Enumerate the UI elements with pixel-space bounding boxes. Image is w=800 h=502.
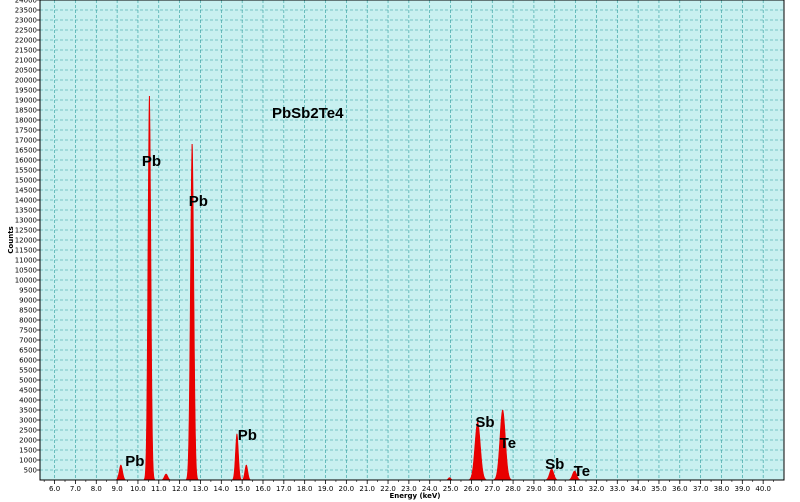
x-tick-label: 16.0 (255, 485, 271, 493)
y-tick-label: 11000 (15, 257, 37, 265)
x-tick-label: 26.0 (464, 485, 480, 493)
x-tick-label: 8.0 (91, 485, 102, 493)
x-tick-label: 39.0 (735, 485, 751, 493)
y-tick-label: 14500 (15, 187, 37, 195)
y-tick-label: 11500 (15, 247, 37, 255)
x-tick-label: 21.0 (359, 485, 375, 493)
peak-label: Te (500, 435, 516, 452)
peak-label: Pb (238, 427, 257, 444)
peak-label: Sb (475, 414, 494, 431)
x-tick-label: 35.0 (651, 485, 667, 493)
y-tick-label: 10500 (15, 267, 37, 275)
y-tick-label: 21500 (15, 47, 37, 55)
y-tick-label: 3500 (19, 407, 37, 415)
y-tick-label: 5500 (19, 367, 37, 375)
y-tick-label: 24000 (15, 0, 37, 5)
x-tick-label: 23.0 (401, 485, 417, 493)
y-tick-label: 19500 (15, 87, 37, 95)
y-tick-label: 1500 (19, 447, 37, 455)
y-tick-label: 9000 (19, 297, 37, 305)
x-tick-label: 18.0 (297, 485, 313, 493)
x-tick-label: 12.0 (172, 485, 188, 493)
y-tick-label: 3000 (19, 417, 37, 425)
y-tick-label: 6000 (19, 357, 37, 365)
y-axis-title: Counts (7, 226, 15, 253)
y-tick-label: 7500 (19, 327, 37, 335)
y-tick-label: 15000 (15, 177, 37, 185)
peak-label: Sb (545, 456, 564, 473)
peak-annotations: Pb Pb Pb Pb Sb Te Sb Te (125, 153, 590, 480)
y-tick-label: 17000 (15, 137, 37, 145)
y-axis: 500 1000 1500 2000 2500 3000 3500 4000 4500 5000 5… (15, 0, 40, 475)
x-tick-label: 7.0 (70, 485, 81, 493)
peak-label: Pb (189, 193, 208, 210)
x-tick-label: 14.0 (214, 485, 230, 493)
x-tick-label: 19.0 (318, 485, 334, 493)
x-tick-label: 13.0 (193, 485, 209, 493)
x-tick-label: 33.0 (609, 485, 625, 493)
grid-lines (40, 0, 784, 480)
y-tick-label: 19000 (15, 97, 37, 105)
x-tick-label: 11.0 (151, 485, 167, 493)
peak-label: Pb (142, 153, 161, 170)
y-tick-label: 5000 (19, 377, 37, 385)
y-tick-label: 500 (24, 467, 37, 475)
x-tick-label: 25.0 (443, 485, 459, 493)
y-tick-label: 6500 (19, 347, 37, 355)
y-tick-label: 22000 (15, 37, 37, 45)
y-tick-label: 12500 (15, 227, 37, 235)
y-tick-label: 14000 (15, 197, 37, 205)
x-tick-label: 27.0 (484, 485, 500, 493)
x-tick-label: 15.0 (234, 485, 250, 493)
x-tick-label: 40.0 (755, 485, 771, 493)
chart-title: PbSb2Te4 (272, 105, 344, 122)
x-axis: 6.0 7.0 8.0 9.0 10.0 11.0 12.0 13.0 14.0 15.0 16.0… (43, 480, 774, 493)
y-tick-label: 18500 (15, 107, 37, 115)
peak-label: Pb (125, 453, 144, 470)
y-tick-label: 8500 (19, 307, 37, 315)
y-tick-label: 13000 (15, 217, 37, 225)
x-tick-label: 30.0 (547, 485, 563, 493)
y-tick-label: 4000 (19, 397, 37, 405)
x-tick-label: 24.0 (422, 485, 438, 493)
x-tick-label: 6.0 (49, 485, 60, 493)
y-tick-label: 2500 (19, 427, 37, 435)
x-tick-label: 17.0 (276, 485, 292, 493)
y-tick-label: 12000 (15, 237, 37, 245)
x-tick-label: 37.0 (693, 485, 709, 493)
y-tick-label: 2000 (19, 437, 37, 445)
y-tick-label: 4500 (19, 387, 37, 395)
y-tick-label: 16000 (15, 157, 37, 165)
x-tick-label: 34.0 (630, 485, 646, 493)
x-tick-label: 28.0 (505, 485, 521, 493)
y-tick-label: 10000 (15, 277, 37, 285)
y-tick-label: 16500 (15, 147, 37, 155)
y-tick-label: 22500 (15, 27, 37, 35)
y-tick-label: 23000 (15, 17, 37, 25)
y-tick-label: 1000 (19, 457, 37, 465)
y-tick-label: 17500 (15, 127, 37, 135)
x-axis-title: Energy (keV) (389, 492, 440, 500)
y-tick-label: 23500 (15, 7, 37, 15)
x-tick-label: 20.0 (339, 485, 355, 493)
x-tick-label: 10.0 (130, 485, 146, 493)
x-tick-label: 36.0 (672, 485, 688, 493)
y-tick-label: 20500 (15, 67, 37, 75)
x-tick-label: 32.0 (589, 485, 605, 493)
y-tick-label: 21000 (15, 57, 37, 65)
y-tick-label: 9500 (19, 287, 37, 295)
x-tick-label: 31.0 (568, 485, 584, 493)
y-tick-label: 13500 (15, 207, 37, 215)
y-tick-label: 7000 (19, 337, 37, 345)
y-tick-label: 8000 (19, 317, 37, 325)
y-tick-label: 18000 (15, 117, 37, 125)
peak-label: Te (574, 463, 590, 480)
x-tick-label: 22.0 (380, 485, 396, 493)
x-tick-label: 29.0 (526, 485, 542, 493)
x-tick-label: 9.0 (112, 485, 123, 493)
y-tick-label: 20000 (15, 77, 37, 85)
y-tick-label: 15500 (15, 167, 37, 175)
x-tick-label: 38.0 (714, 485, 730, 493)
